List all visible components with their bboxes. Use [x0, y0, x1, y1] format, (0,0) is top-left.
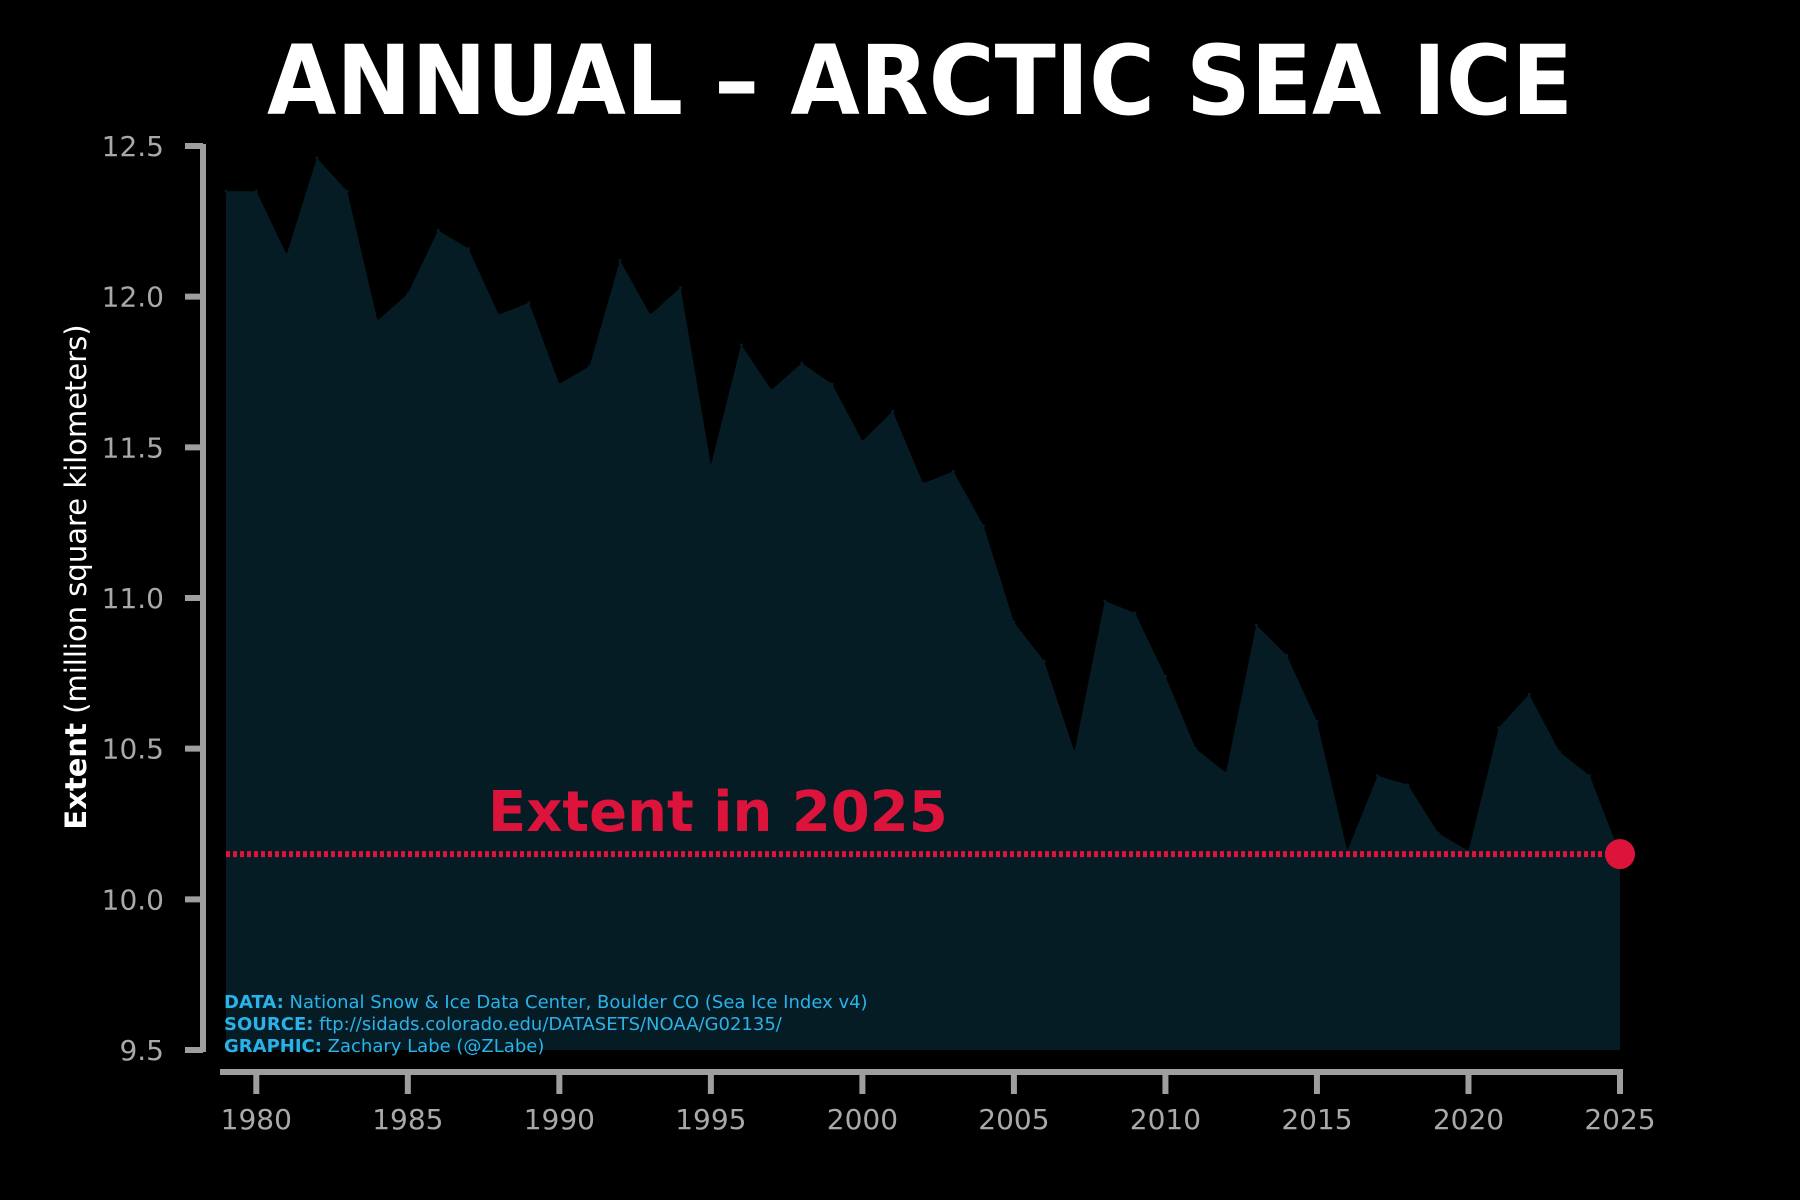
data-point-2007	[1073, 750, 1076, 754]
x-tick-label: 2010	[1130, 1103, 1201, 1136]
area-layer	[224, 156, 1622, 1051]
data-point-2017	[1376, 774, 1380, 778]
data-point-2003	[951, 469, 955, 473]
y-tick-label: 10.0	[102, 883, 164, 916]
data-point-1997	[770, 388, 773, 392]
data-point-2023	[1557, 750, 1561, 754]
data-point-1987	[466, 247, 470, 250]
data-point-2018	[1406, 783, 1410, 787]
data-point-2002	[921, 482, 925, 485]
credit-data-label: DATA:	[224, 992, 284, 1013]
data-point-1999	[830, 382, 834, 386]
y-tick-label: 10.5	[102, 733, 164, 766]
data-point-1996	[739, 343, 743, 347]
y-tick-label: 9.5	[119, 1034, 164, 1067]
data-point-1995	[709, 463, 713, 467]
data-point-1984	[376, 319, 379, 323]
credit-graphic-text: Zachary Labe (@ZLabe)	[322, 1036, 544, 1057]
data-point-1979	[224, 189, 228, 193]
data-point-2013	[1254, 623, 1258, 627]
data-point-2022	[1527, 692, 1531, 696]
x-tick-label: 1980	[221, 1103, 292, 1136]
x-tick-label: 2025	[1584, 1103, 1655, 1136]
data-point-2014	[1285, 653, 1289, 657]
highlight-layer: Extent in 2025	[226, 780, 1635, 870]
chart-title: ANNUAL – ARCTIC SEA ICE	[267, 25, 1573, 137]
data-point-1983	[345, 189, 349, 193]
data-point-2000	[860, 439, 864, 443]
data-point-2009	[1133, 611, 1137, 615]
data-point-2005	[1012, 620, 1016, 624]
data-point-2011	[1194, 747, 1198, 751]
x-tick-label: 1990	[524, 1103, 595, 1136]
credit-graphic-label: GRAPHIC:	[224, 1036, 322, 1057]
data-point-1993	[648, 313, 652, 317]
credit-source: SOURCE: ftp://sidads.colorado.edu/DATASE…	[224, 1014, 783, 1035]
data-point-1990	[557, 382, 561, 386]
data-point-1980	[254, 189, 258, 193]
y-tick-label: 12.5	[102, 130, 164, 163]
data-point-2019	[1436, 831, 1440, 835]
data-point-1982	[315, 156, 319, 160]
data-point-1989	[527, 301, 531, 305]
credit-source-text: ftp://sidads.colorado.edu/DATASETS/NOAA/…	[313, 1014, 782, 1035]
x-tick-label: 2005	[978, 1103, 1049, 1136]
x-tick-label: 1985	[372, 1103, 443, 1136]
y-tick-label: 11.5	[102, 431, 164, 464]
x-tick-label: 2020	[1433, 1103, 1504, 1136]
data-point-1988	[497, 313, 501, 317]
credit-data-text: National Snow & Ice Data Center, Boulder…	[284, 992, 868, 1013]
x-tick-label: 1995	[675, 1103, 746, 1136]
highlight-label: Extent in 2025	[488, 780, 948, 845]
data-point-2006	[1042, 659, 1046, 663]
data-point-2001	[891, 409, 895, 413]
credits-block: DATA: National Snow & Ice Data Center, B…	[224, 992, 868, 1057]
data-point-2012	[1224, 771, 1228, 775]
y-axis-label: Extent (million square kilometers)	[59, 324, 93, 829]
y-tick-label: 11.0	[102, 582, 164, 615]
data-point-2021	[1497, 726, 1501, 730]
data-point-2004	[982, 524, 986, 528]
data-point-2010	[1163, 674, 1167, 678]
data-point-1992	[618, 259, 622, 262]
y-axis-label-bold: Extent	[59, 723, 93, 830]
credit-data: DATA: National Snow & Ice Data Center, B…	[224, 992, 868, 1013]
data-point-1986	[436, 228, 440, 232]
data-point-1985	[406, 292, 410, 296]
y-tick-label: 12.0	[102, 281, 164, 314]
credit-source-label: SOURCE:	[224, 1014, 313, 1035]
data-point-2024	[1588, 774, 1592, 778]
data-point-2008	[1103, 599, 1107, 603]
x-tick-label: 2015	[1281, 1103, 1352, 1136]
data-point-2015	[1315, 720, 1319, 723]
data-point-1994	[679, 286, 683, 290]
data-point-1981	[285, 253, 289, 256]
highlight-point-2025	[1605, 839, 1635, 870]
x-tick-label: 2000	[827, 1103, 898, 1136]
data-point-1991	[588, 364, 592, 368]
y-axis-label-units: (million square kilometers)	[59, 324, 93, 723]
axes-layer: 9.5 10.0 10.5 11.0 11.5 12.0 12.5 1980 1985 1990 1…	[102, 130, 1656, 1136]
credit-graphic: GRAPHIC: Zachary Labe (@ZLabe)	[224, 1036, 544, 1057]
extent-area	[226, 158, 1620, 1051]
data-point-1998	[800, 361, 804, 365]
